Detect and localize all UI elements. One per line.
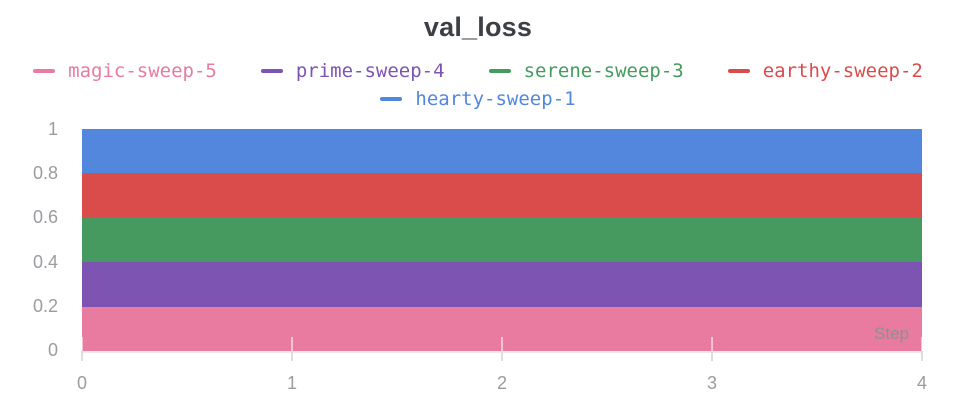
legend-item-prime-sweep-4[interactable]: prime-sweep-4 bbox=[260, 59, 445, 82]
x-tick bbox=[81, 337, 83, 361]
legend-row: hearty-sweep-1 bbox=[0, 85, 956, 113]
x-tick bbox=[711, 337, 713, 361]
chart-title: val_loss bbox=[423, 12, 533, 42]
x-tick bbox=[291, 337, 293, 361]
x-tick bbox=[501, 337, 503, 361]
x-tick-label: 2 bbox=[496, 373, 507, 393]
x-tick bbox=[921, 337, 923, 361]
legend-row: magic-sweep-5 prime-sweep-4 serene-sweep-3… bbox=[0, 57, 956, 85]
x-tick-label: 0 bbox=[76, 373, 87, 393]
legend-line-icon bbox=[488, 69, 511, 73]
legend-line-icon bbox=[260, 69, 283, 73]
plot-area[interactable]: Step bbox=[82, 129, 922, 351]
x-tick-label: 1 bbox=[286, 373, 297, 393]
y-tick-label: 0.2 bbox=[32, 295, 58, 316]
x-tick-label: 4 bbox=[916, 373, 927, 393]
series-band-hearty-sweep-1[interactable] bbox=[82, 129, 922, 174]
legend-line-icon bbox=[33, 69, 56, 73]
legend-label: serene-sweep-3 bbox=[523, 59, 684, 82]
legend-item-earthy-sweep-2[interactable]: earthy-sweep-2 bbox=[727, 59, 923, 82]
series-band-prime-sweep-4[interactable] bbox=[82, 262, 922, 307]
series-band-serene-sweep-3[interactable] bbox=[82, 217, 922, 263]
legend-label: magic-sweep-5 bbox=[68, 59, 217, 82]
legend-label: prime-sweep-4 bbox=[295, 59, 445, 82]
y-tick-label: 0.8 bbox=[32, 163, 58, 184]
legend-line-icon bbox=[727, 69, 750, 73]
x-tick-label: 3 bbox=[706, 373, 717, 393]
legend-line-icon bbox=[380, 97, 403, 101]
legend-label: earthy-sweep-2 bbox=[762, 59, 923, 82]
legend-item-magic-sweep-5[interactable]: magic-sweep-5 bbox=[33, 59, 217, 82]
y-tick-label: 0.6 bbox=[32, 207, 58, 228]
legend: magic-sweep-5 prime-sweep-4 serene-sweep-3… bbox=[0, 57, 956, 113]
legend-label: hearty-sweep-1 bbox=[415, 87, 576, 110]
legend-item-hearty-sweep-1[interactable]: hearty-sweep-1 bbox=[380, 87, 576, 110]
x-axis-title: Step bbox=[874, 324, 909, 343]
y-tick-label: 0.4 bbox=[32, 251, 58, 272]
y-tick-label: 1 bbox=[47, 119, 58, 139]
y-tick-label: 0 bbox=[47, 340, 58, 360]
series-band-earthy-sweep-2[interactable] bbox=[82, 173, 922, 218]
legend-item-serene-sweep-3[interactable]: serene-sweep-3 bbox=[488, 59, 684, 82]
